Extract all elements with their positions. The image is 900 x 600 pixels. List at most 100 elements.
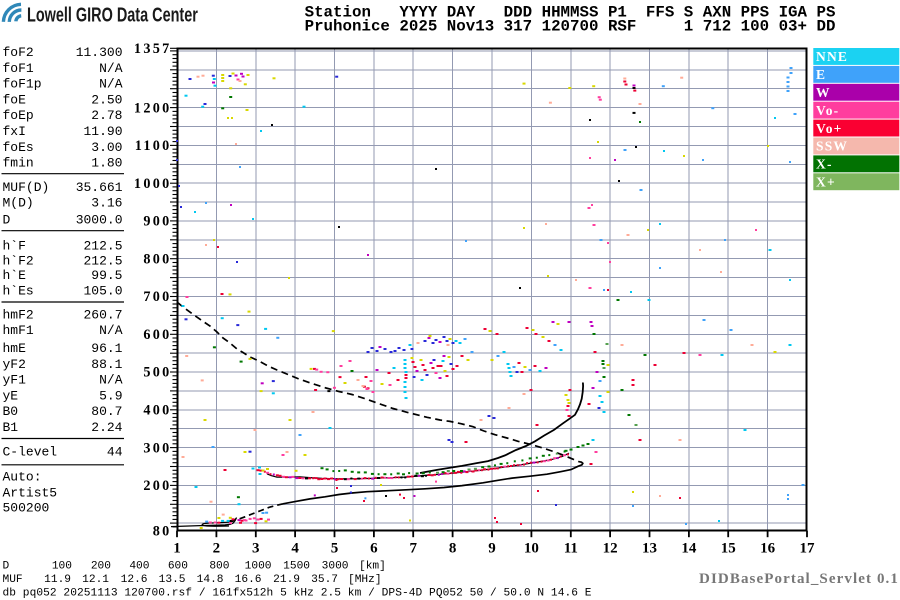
svg-text:B1: B1: [3, 420, 19, 435]
svg-text:2.78: 2.78: [91, 108, 122, 123]
svg-text:3000.0: 3000.0: [76, 212, 123, 227]
svg-text:100: 100: [52, 561, 72, 573]
svg-text:600: 600: [168, 561, 188, 573]
svg-text:5: 5: [331, 541, 339, 557]
svg-text:500200: 500200: [3, 500, 50, 515]
svg-text:N/A: N/A: [99, 373, 123, 388]
svg-text:1500: 1500: [283, 561, 310, 573]
svg-text:h`Es: h`Es: [3, 284, 34, 299]
svg-text:99.5: 99.5: [91, 268, 122, 283]
svg-text:Vo+: Vo+: [816, 121, 843, 136]
svg-text:3.00: 3.00: [91, 140, 122, 155]
svg-text:foE: foE: [3, 92, 27, 107]
svg-text:foEs: foEs: [3, 140, 34, 155]
svg-text:yF1: yF1: [3, 373, 27, 388]
svg-text:105.0: 105.0: [83, 284, 122, 299]
svg-text:35.7: 35.7: [311, 574, 338, 586]
svg-text:8: 8: [449, 541, 457, 557]
svg-text:W: W: [816, 85, 831, 100]
svg-text:700: 700: [143, 289, 171, 305]
svg-text:2.50: 2.50: [91, 92, 122, 107]
svg-text:600: 600: [143, 327, 171, 343]
svg-text:11.9: 11.9: [44, 574, 71, 586]
svg-text:h`F2: h`F2: [3, 254, 34, 269]
svg-text:14: 14: [681, 541, 697, 557]
svg-text:400: 400: [129, 561, 149, 573]
svg-text:212.5: 212.5: [83, 239, 122, 254]
svg-text:12: 12: [603, 541, 618, 557]
svg-text:D: D: [3, 212, 11, 227]
svg-text:Lowell GIRO Data Center: Lowell GIRO Data Center: [27, 3, 198, 26]
svg-text:9: 9: [488, 541, 496, 557]
svg-text:foEp: foEp: [3, 108, 34, 123]
svg-text:h`F: h`F: [3, 239, 26, 254]
svg-text:13: 13: [642, 541, 657, 557]
svg-text:12.6: 12.6: [121, 574, 148, 586]
svg-text:Artist5: Artist5: [3, 485, 58, 500]
svg-text:db pq052 20251113 120700.rsf /: db pq052 20251113 120700.rsf / 161fx512h…: [3, 587, 592, 599]
svg-text:1100: 1100: [135, 138, 172, 154]
svg-text:400: 400: [143, 403, 171, 419]
svg-text:15: 15: [721, 541, 736, 557]
svg-text:N/A: N/A: [99, 61, 123, 76]
svg-text:NNE: NNE: [816, 49, 848, 64]
svg-text:foF1: foF1: [3, 61, 34, 76]
svg-text:hmF2: hmF2: [3, 307, 34, 322]
svg-text:200: 200: [91, 561, 111, 573]
svg-text:16.6: 16.6: [235, 574, 262, 586]
svg-text:[MHz]: [MHz]: [348, 574, 382, 586]
svg-text:N/A: N/A: [99, 323, 123, 338]
svg-text:260.7: 260.7: [83, 307, 122, 322]
svg-text:11.90: 11.90: [83, 124, 122, 139]
svg-text:1200: 1200: [134, 100, 172, 116]
svg-text:96.1: 96.1: [91, 341, 122, 356]
svg-text:11: 11: [564, 541, 578, 557]
svg-text:MUF: MUF: [3, 574, 23, 586]
svg-text:500: 500: [143, 365, 171, 381]
svg-text:300: 300: [143, 440, 171, 456]
svg-text:MUF(D): MUF(D): [3, 180, 50, 195]
svg-text:fxI: fxI: [3, 124, 26, 139]
svg-text:10: 10: [524, 541, 539, 557]
svg-text:E: E: [816, 67, 826, 82]
svg-text:88.1: 88.1: [91, 357, 122, 372]
svg-text:11.300: 11.300: [76, 45, 123, 60]
svg-text:B0: B0: [3, 404, 19, 419]
svg-text:[km]: [km]: [359, 561, 386, 573]
svg-text:D: D: [3, 561, 10, 573]
svg-text:hmF1: hmF1: [3, 323, 34, 338]
svg-text:Pruhonice 2025 Nov13 317 12070: Pruhonice 2025 Nov13 317 120700 RSF 1 71…: [305, 18, 836, 36]
svg-text:21.9: 21.9: [273, 574, 300, 586]
svg-text:13.5: 13.5: [159, 574, 186, 586]
svg-text:yF2: yF2: [3, 357, 26, 372]
svg-text:80.7: 80.7: [91, 404, 122, 419]
svg-text:3000: 3000: [322, 561, 349, 573]
svg-text:yE: yE: [3, 388, 19, 403]
svg-text:3: 3: [252, 541, 260, 557]
svg-text:X+: X+: [816, 175, 836, 190]
svg-text:DIDBasePortal_Servlet 0.1: DIDBasePortal_Servlet 0.1: [699, 571, 899, 587]
svg-text:16: 16: [760, 541, 776, 557]
svg-text:80: 80: [153, 523, 172, 539]
svg-text:200: 200: [143, 478, 171, 494]
svg-text:12.1: 12.1: [82, 574, 109, 586]
svg-text:Station YYYY DAY DDD HHMMS: Station YYYY DAY DDD HHMMSS P1 FFS S AXN…: [305, 4, 836, 22]
svg-text:hmE: hmE: [3, 341, 27, 356]
svg-text:4: 4: [291, 541, 299, 557]
svg-text:X-: X-: [816, 157, 833, 172]
svg-text:1: 1: [173, 541, 181, 557]
svg-text:800: 800: [209, 561, 229, 573]
svg-text:212.5: 212.5: [83, 254, 122, 269]
svg-text:6: 6: [370, 541, 378, 557]
svg-text:3.16: 3.16: [91, 196, 122, 211]
svg-text:1000: 1000: [245, 561, 272, 573]
svg-text:1000: 1000: [134, 176, 172, 192]
svg-text:fmin: fmin: [3, 156, 34, 171]
svg-text:900: 900: [143, 214, 171, 230]
svg-text:35.661: 35.661: [76, 180, 123, 195]
svg-text:17: 17: [800, 541, 816, 557]
svg-text:7: 7: [409, 541, 417, 557]
svg-text:2.24: 2.24: [91, 420, 122, 435]
svg-text:foF1p: foF1p: [3, 77, 42, 92]
svg-text:14.8: 14.8: [197, 574, 224, 586]
